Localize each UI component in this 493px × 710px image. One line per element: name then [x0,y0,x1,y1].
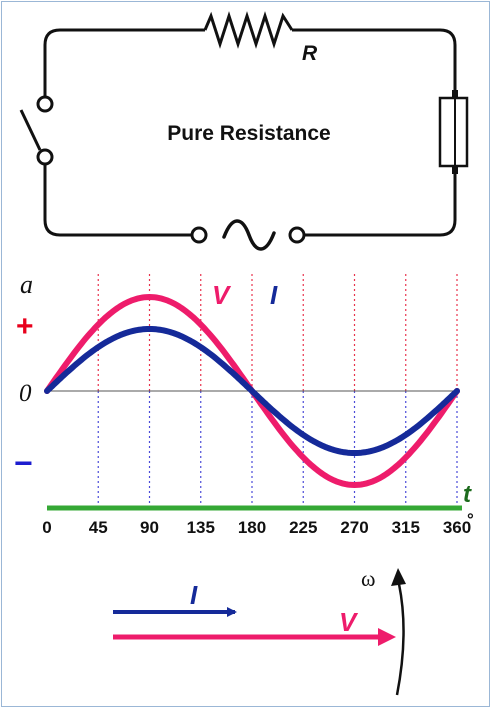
degree-symbol: ° [467,510,474,529]
switch-terminal-bottom [36,148,54,166]
plus-label: + [16,310,34,343]
x-tick-label: 180 [238,518,266,537]
phasor-diagram: I V ω [113,566,406,696]
x-axis-label: t [463,481,472,508]
series-i-curve [44,326,460,456]
x-tick-label: 90 [140,518,159,537]
phasor-i-label: I [190,580,198,610]
switch-terminal-top [36,95,54,113]
legend-i: I [270,280,278,310]
omega-label: ω [361,566,375,591]
switch-lever [19,109,42,151]
resistor-zigzag [203,11,294,49]
circuit-wire-top-right [292,28,457,92]
circuit-wire-left-bottom [43,164,192,237]
circuit-title: Pure Resistance [167,122,330,145]
x-tick-label: 0 [42,518,51,537]
minus-label: − [14,445,33,481]
circuit-wire-top-left [43,28,205,97]
x-tick-label: 360 [443,518,471,537]
x-tick-label: 135 [187,518,215,537]
ac-terminal-right [288,226,306,244]
rotation-arrowhead-icon [391,568,406,586]
x-tick-labels: 0 45 90 135 180 225 270 315 360 [42,518,471,537]
waveform-curves [44,294,460,488]
x-tick-label: 270 [340,518,368,537]
fuse-body [438,96,469,168]
legend-v: V [212,280,232,310]
x-tick-label: 45 [89,518,108,537]
resistor-label: R [302,42,318,65]
grid-lines [97,274,458,506]
y-axis-label: a [20,270,33,299]
ac-source-sine-icon [222,219,276,251]
ac-terminal-left [190,226,208,244]
circuit: R Pure Resistance [19,11,469,251]
circuit-wire-right-bottom [304,174,457,237]
phasor-v-label: V [339,607,359,637]
phasor-v-arrowhead [378,628,396,646]
x-tick-label: 315 [392,518,420,537]
waveform-graph: a + 0 − V I t ° 0 45 90 135 180 225 270 315 360 [14,270,474,537]
x-tick-label: 225 [289,518,317,537]
rotation-arc [395,583,405,696]
zero-label: 0 [19,380,32,407]
